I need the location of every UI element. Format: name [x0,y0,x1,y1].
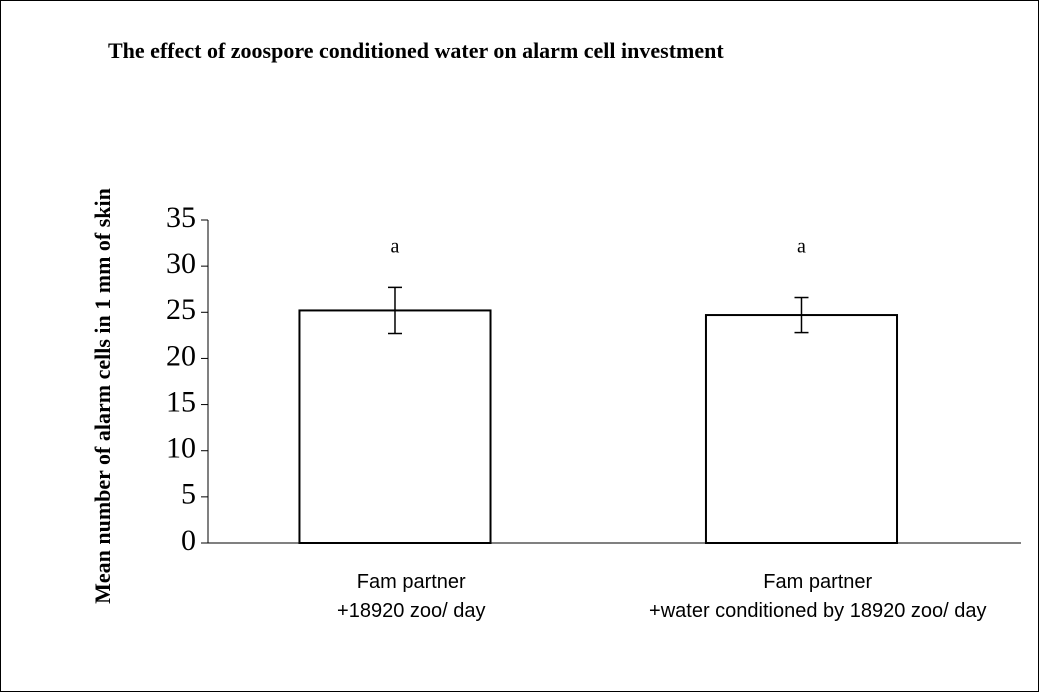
y-tick-label: 20 [166,339,196,372]
chart-title: The effect of zoospore conditioned water… [108,38,724,63]
y-tick-label: 35 [166,201,196,234]
y-tick-label: 10 [166,432,196,465]
annotation: a [797,236,806,258]
y-tick-label: 15 [166,385,196,418]
y-axis-label: Mean number of alarm cells in 1 mm of sk… [90,188,115,604]
y-tick-label: 25 [166,293,196,326]
bar [298,309,492,544]
y-tick-label: 0 [181,524,196,557]
bar [704,314,899,544]
y-tick-label: 30 [166,247,196,280]
annotation: a [391,236,400,258]
y-tick-label: 5 [181,478,196,511]
x-tick-label: Fam partner +water conditioned by 18920 … [649,571,987,622]
x-tick-label: Fam partner +18920 zoo/ day [337,571,486,622]
